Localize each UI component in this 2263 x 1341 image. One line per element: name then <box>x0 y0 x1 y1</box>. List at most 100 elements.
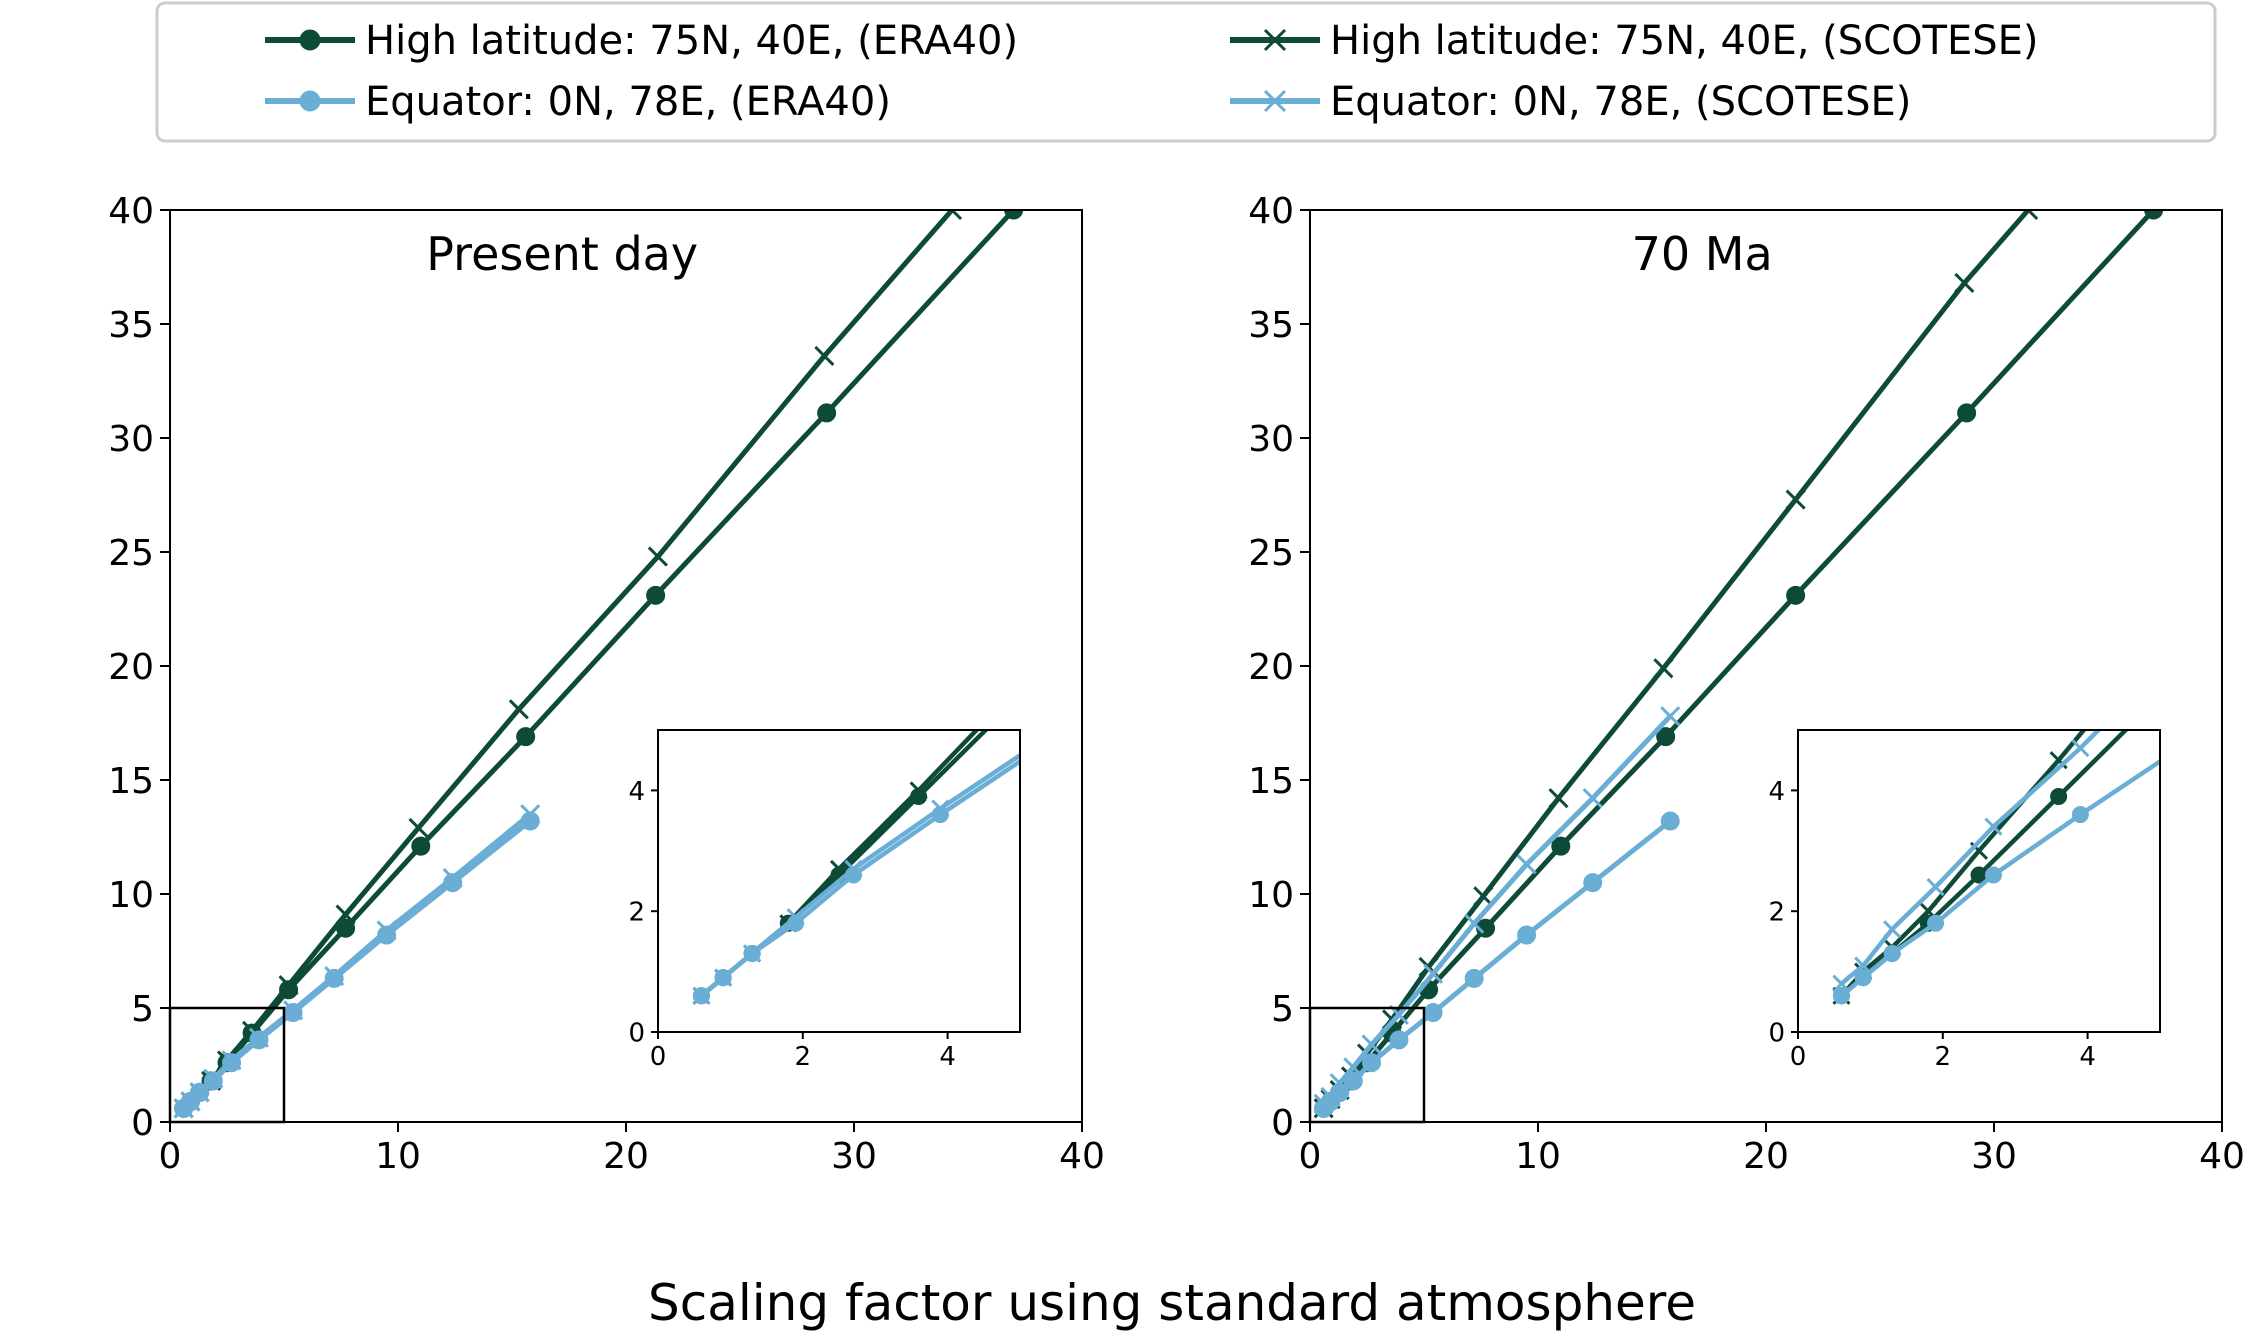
y-tick-label: 40 <box>108 191 154 232</box>
y-tick-label: 15 <box>108 761 154 802</box>
series-high-latitude-75n-40e-scotese-point <box>335 904 356 925</box>
legend-entry-equator-0n-78e-scotese: Equator: 0N, 78E, (SCOTESE) <box>1230 79 1911 125</box>
inset-series-equator-0n-78e-scotese-point <box>714 968 733 987</box>
legend-label: Equator: 0N, 78E, (SCOTESE) <box>1330 79 1911 125</box>
series-high-latitude-75n-40e-era40-point <box>1004 210 1024 220</box>
series-high-latitude-75n-40e-scotese-point <box>814 345 835 366</box>
series-equator-0n-78e-scotese-point <box>221 1050 242 1071</box>
series-equator-0n-78e-scotese-point <box>248 1027 269 1048</box>
legend-entry-high-latitude-75n-40e-scotese: High latitude: 75N, 40E, (SCOTESE) <box>1230 18 2039 64</box>
legend-label: High latitude: 75N, 40E, (ERA40) <box>365 18 1018 64</box>
plot-area <box>1313 210 2164 1119</box>
inset-series-equator-0n-78e-scotese-point <box>1883 920 1902 939</box>
series-high-latitude-75n-40e-era40-point <box>1476 918 1496 938</box>
inset-axes-frame <box>657 729 1021 1033</box>
panel-title: 70 Ma <box>1632 227 1773 281</box>
inset-x-tick-label: 4 <box>2079 1042 2096 1072</box>
x-tick-label: 10 <box>1515 1136 1561 1177</box>
legend-swatch-marker <box>1263 28 1287 52</box>
y-tick-label: 25 <box>1248 533 1294 574</box>
series-equator-0n-78e-era40-point <box>1362 1053 1382 1073</box>
series-equator-0n-78e-era40-point <box>1389 1030 1409 1050</box>
inset-plot-area <box>1832 730 2160 1005</box>
series-high-latitude-75n-40e-era40-point <box>817 403 837 423</box>
series-equator-0n-78e-scotese-point <box>203 1068 224 1089</box>
series-high-latitude-75n-40e-scotese-point <box>408 817 429 838</box>
series-high-latitude-75n-40e-scotese-point <box>647 546 668 567</box>
series-high-latitude-75n-40e-era40-point <box>2144 210 2164 220</box>
x-tick-label: 0 <box>1299 1136 1322 1177</box>
legend-swatch-marker <box>299 29 321 51</box>
series-high-latitude-75n-40e-scotese-point <box>1473 886 1494 907</box>
series-equator-0n-78e-era40-point <box>1423 1003 1443 1023</box>
series-equator-0n-78e-scotese-point <box>442 867 463 889</box>
inset-series-equator-0n-78e-era40-point <box>1832 987 1850 1005</box>
inset-y-tick-label: 0 <box>628 1018 645 1048</box>
x-tick-label: 0 <box>159 1136 182 1177</box>
series-equator-0n-78e-era40-point <box>1464 968 1484 988</box>
y-tick-label: 0 <box>1271 1103 1294 1144</box>
inset-y-tick-label: 0 <box>1768 1018 1785 1048</box>
y-tick-label: 0 <box>131 1103 154 1144</box>
inset-series-high-latitude-75n-40e-era40-point <box>1207 511 1223 527</box>
y-tick-label: 20 <box>1248 647 1294 688</box>
inset-series-high-latitude-75n-40e-scotese-point <box>909 781 928 800</box>
series-high-latitude-75n-40e-era40-point <box>411 836 431 856</box>
inset-axes-frame <box>1797 729 2161 1033</box>
inset-series-high-latitude-75n-40e-era40-point <box>2050 787 2068 805</box>
series-equator-0n-78e-scotese-point <box>283 1000 304 1021</box>
series-equator-0n-78e-scotese-point <box>324 966 345 987</box>
inset-series-high-latitude-75n-40e-scotese-point <box>1207 474 1223 490</box>
zoom-box <box>168 1006 286 1124</box>
legend-swatch-marker <box>1263 89 1287 113</box>
series-high-latitude-75n-40e-era40-point <box>1551 836 1571 856</box>
series-high-latitude-75n-40e-scotese-point <box>1954 272 1975 294</box>
inset-series-equator-0n-78e-scotese-point <box>2071 739 2090 758</box>
axes-frame <box>1309 209 2223 1123</box>
series-equator-0n-78e-scotese-point <box>1516 854 1537 875</box>
series-equator-0n-78e-scotese-point <box>1329 1073 1350 1094</box>
y-tick-label: 5 <box>131 989 154 1030</box>
inset-series-equator-0n-78e-scotese-point <box>1926 877 1945 897</box>
axes-frame <box>169 209 1083 1123</box>
inset-series-equator-0n-78e-scotese-point <box>1171 637 1187 653</box>
inset-y-tick-label: 4 <box>1768 777 1785 807</box>
figure-xlabel: Scaling factor using standard atmosphere <box>648 1274 1696 1332</box>
legend-label: Equator: 0N, 78E, (ERA40) <box>365 79 891 125</box>
series-equator-0n-78e-scotese-point <box>520 804 541 825</box>
legend-entry-equator-0n-78e-era40: Equator: 0N, 78E, (ERA40) <box>265 79 891 125</box>
inset-plot-area <box>692 474 1223 1005</box>
series-equator-0n-78e-scotese-point <box>1464 913 1485 934</box>
series-equator-0n-78e-scotese-point <box>376 920 397 941</box>
inset-y-tick-label: 4 <box>628 777 645 807</box>
inset-x-tick-label: 4 <box>939 1042 956 1072</box>
series-high-latitude-75n-40e-era40-point <box>1786 585 1806 605</box>
inset-series-equator-0n-78e-scotese-point <box>931 799 950 818</box>
x-tick-label: 40 <box>2199 1136 2245 1177</box>
series-equator-0n-78e-scotese-point <box>1343 1057 1364 1078</box>
series-high-latitude-75n-40e-scotese-point <box>278 975 299 996</box>
panel-title: Present day <box>426 227 698 281</box>
series-equator-0n-78e-scotese-point <box>1660 706 1681 727</box>
inset-series-equator-0n-78e-scotese-point <box>786 908 805 927</box>
inset-series-equator-0n-78e-era40-point <box>1854 969 1872 987</box>
inset-x-tick-label: 2 <box>1935 1042 1952 1072</box>
inset-series-equator-0n-78e-scotese-point <box>1854 956 1873 975</box>
y-tick-label: 30 <box>1248 419 1294 460</box>
inset-y-tick-label: 2 <box>1768 898 1785 928</box>
plot-area <box>173 210 1024 1119</box>
legend: High latitude: 75N, 40E, (ERA40) Equator:… <box>155 1 2217 143</box>
series-high-latitude-75n-40e-scotese-point <box>2018 210 2039 221</box>
x-tick-label: 40 <box>1059 1136 1105 1177</box>
zoom-box <box>1308 1006 1426 1124</box>
series-equator-0n-78e-era40-point <box>1517 925 1537 945</box>
x-tick-label: 20 <box>603 1136 649 1177</box>
legend-frame <box>155 1 2217 143</box>
inset-series-equator-0n-78e-era40-point <box>1984 866 2002 884</box>
inset-series-equator-0n-78e-era40-point <box>1927 914 1945 932</box>
inset-series-equator-0n-78e-era40-point <box>1883 944 1901 962</box>
inset-y-tick-label: 2 <box>628 898 645 928</box>
series-high-latitude-75n-40e-scotese-point <box>1653 658 1674 679</box>
